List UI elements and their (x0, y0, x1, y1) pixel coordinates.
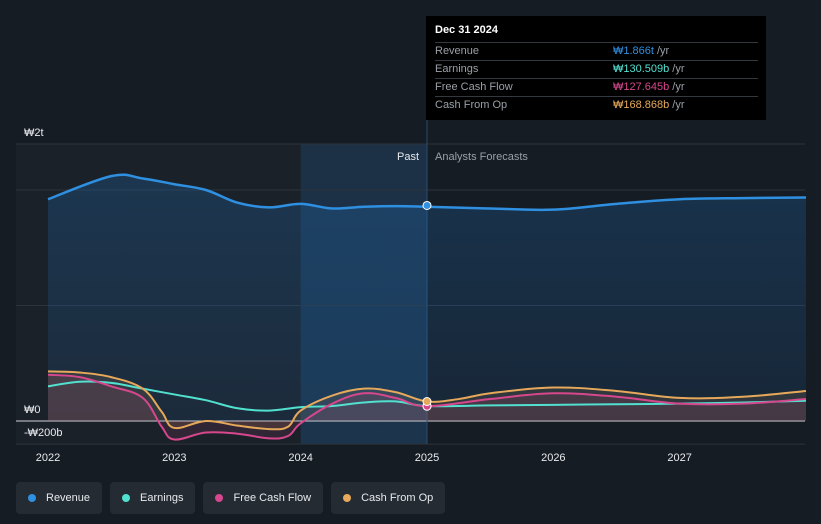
chart-area: ₩2t ₩0 -₩200b 2022 2023 2024 2025 2026 2027 Past A… (16, 120, 807, 464)
cash-from-op-line (47, 370, 807, 431)
revenue-point (422, 200, 432, 210)
cash-from-op-area (48, 371, 806, 430)
x-tick-label: 2027 (667, 452, 691, 464)
tooltip-label: Revenue (435, 45, 480, 57)
free-cash-flow-line (47, 373, 807, 441)
y-tick-label: -₩200b (24, 427, 63, 439)
legend-dot-icon (28, 494, 36, 502)
tooltip-date: Dec 31 2024 (435, 24, 498, 36)
x-tick-label: 2023 (162, 452, 186, 464)
tooltip-unit: /yr (672, 81, 685, 93)
legend-label: Revenue (46, 492, 91, 504)
legend-item-revenue[interactable]: Revenue (16, 482, 103, 514)
tooltip-unit: /yr (656, 45, 670, 57)
tooltip-row: Revenue ₩1.866t/yr (435, 42, 758, 60)
x-tick-label: 2024 (288, 452, 312, 464)
y-tick-label: ₩2t (24, 127, 44, 139)
revenue-area (48, 174, 806, 421)
legend-item-earnings[interactable]: Earnings (110, 482, 196, 514)
tooltip-row: Earnings ₩130.509b/yr (435, 60, 758, 78)
legend-dot-icon (122, 494, 131, 502)
x-tick-label: 2026 (541, 452, 565, 464)
tooltip-unit: /yr (672, 63, 685, 75)
tooltip-row: Cash From Op ₩168.868b/yr (435, 96, 758, 114)
legend-label: Earnings (140, 492, 184, 504)
tooltip-label: Free Cash Flow (435, 81, 513, 93)
x-tick-label: 2025 (415, 452, 439, 464)
legend-dot-icon (343, 494, 352, 502)
tooltip-label: Earnings (435, 63, 479, 75)
legend: Revenue Earnings Free Cash Flow Cash From O… (16, 482, 446, 514)
tooltip-value: ₩127.645b (613, 81, 670, 93)
legend-label: Free Cash Flow (233, 492, 312, 504)
tooltip-value: ₩130.509b (613, 63, 670, 75)
tooltip-unit: /yr (672, 99, 685, 111)
tooltip-value: ₩168.868b (613, 99, 670, 111)
x-tick-label: 2022 (36, 452, 60, 464)
tooltip-row: Free Cash Flow ₩127.645b/yr (435, 78, 758, 96)
revenue-line (47, 173, 807, 212)
y-tick-label: ₩0 (24, 404, 41, 416)
tooltip-label: Cash From Op (435, 99, 508, 111)
forecast-label: Analysts Forecasts (435, 151, 528, 163)
legend-label: Cash From Op (361, 492, 434, 504)
legend-item-free-cash-flow[interactable]: Free Cash Flow (203, 482, 324, 514)
tooltip: Dec 31 2024 Revenue ₩1.866t/yr Earnings ₩13… (426, 16, 766, 120)
tooltip-value: ₩1.866t (613, 45, 654, 57)
past-label: Past (397, 151, 419, 163)
cash-from-op-point (422, 396, 432, 406)
legend-item-cash-from-op[interactable]: Cash From Op (331, 482, 446, 514)
legend-dot-icon (215, 494, 224, 502)
